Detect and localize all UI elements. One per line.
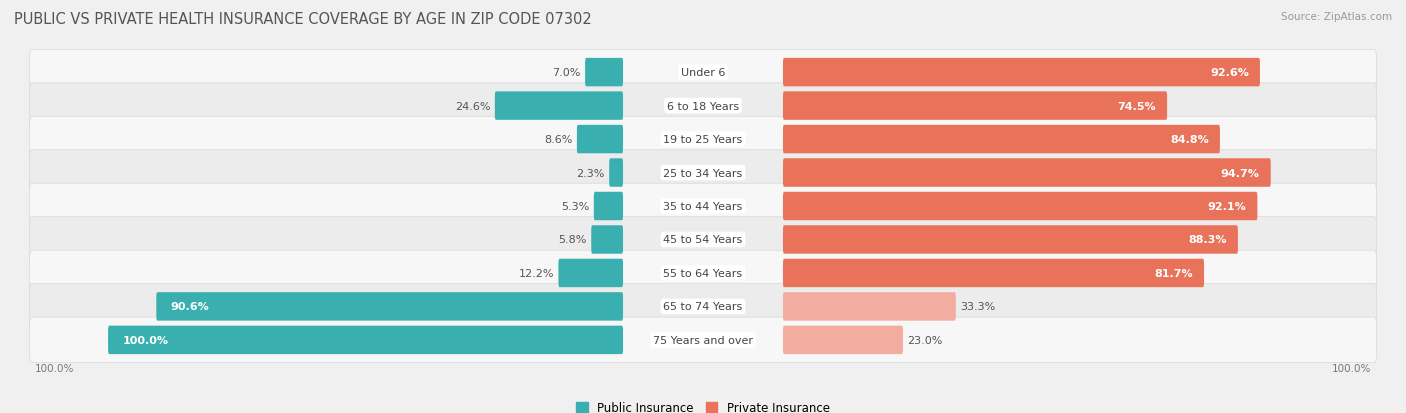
FancyBboxPatch shape: [30, 150, 1376, 196]
FancyBboxPatch shape: [30, 251, 1376, 296]
Text: 45 to 54 Years: 45 to 54 Years: [664, 235, 742, 245]
FancyBboxPatch shape: [783, 126, 1220, 154]
FancyBboxPatch shape: [30, 50, 1376, 96]
FancyBboxPatch shape: [585, 59, 623, 87]
Text: 65 to 74 Years: 65 to 74 Years: [664, 301, 742, 312]
Text: 6 to 18 Years: 6 to 18 Years: [666, 101, 740, 112]
FancyBboxPatch shape: [593, 192, 623, 221]
FancyBboxPatch shape: [30, 217, 1376, 263]
Legend: Public Insurance, Private Insurance: Public Insurance, Private Insurance: [576, 401, 830, 413]
Text: 35 to 44 Years: 35 to 44 Years: [664, 202, 742, 211]
FancyBboxPatch shape: [30, 184, 1376, 229]
Text: 23.0%: 23.0%: [907, 335, 943, 345]
Text: 25 to 34 Years: 25 to 34 Years: [664, 168, 742, 178]
Text: 33.3%: 33.3%: [960, 301, 995, 312]
FancyBboxPatch shape: [576, 126, 623, 154]
Text: 8.6%: 8.6%: [544, 135, 572, 145]
FancyBboxPatch shape: [30, 284, 1376, 330]
FancyBboxPatch shape: [783, 225, 1237, 254]
Text: 7.0%: 7.0%: [553, 68, 581, 78]
FancyBboxPatch shape: [783, 259, 1204, 287]
Text: PUBLIC VS PRIVATE HEALTH INSURANCE COVERAGE BY AGE IN ZIP CODE 07302: PUBLIC VS PRIVATE HEALTH INSURANCE COVER…: [14, 12, 592, 27]
Text: 88.3%: 88.3%: [1188, 235, 1227, 245]
FancyBboxPatch shape: [783, 159, 1271, 188]
FancyBboxPatch shape: [156, 292, 623, 321]
Text: Source: ZipAtlas.com: Source: ZipAtlas.com: [1281, 12, 1392, 22]
Text: 2.3%: 2.3%: [576, 168, 605, 178]
Text: 19 to 25 Years: 19 to 25 Years: [664, 135, 742, 145]
Text: 55 to 64 Years: 55 to 64 Years: [664, 268, 742, 278]
FancyBboxPatch shape: [783, 92, 1167, 121]
FancyBboxPatch shape: [783, 292, 956, 321]
Text: 92.6%: 92.6%: [1211, 68, 1249, 78]
FancyBboxPatch shape: [495, 92, 623, 121]
FancyBboxPatch shape: [30, 117, 1376, 162]
FancyBboxPatch shape: [30, 83, 1376, 129]
Text: 90.6%: 90.6%: [170, 301, 209, 312]
FancyBboxPatch shape: [783, 326, 903, 354]
FancyBboxPatch shape: [558, 259, 623, 287]
Text: 12.2%: 12.2%: [519, 268, 554, 278]
Text: 74.5%: 74.5%: [1118, 101, 1156, 112]
FancyBboxPatch shape: [783, 192, 1257, 221]
Text: 100.0%: 100.0%: [1331, 363, 1371, 373]
FancyBboxPatch shape: [609, 159, 623, 188]
Text: 24.6%: 24.6%: [456, 101, 491, 112]
FancyBboxPatch shape: [783, 59, 1260, 87]
Text: 5.8%: 5.8%: [558, 235, 586, 245]
FancyBboxPatch shape: [592, 225, 623, 254]
Text: Under 6: Under 6: [681, 68, 725, 78]
Text: 100.0%: 100.0%: [35, 363, 75, 373]
Text: 75 Years and over: 75 Years and over: [652, 335, 754, 345]
Text: 100.0%: 100.0%: [122, 335, 169, 345]
Text: 84.8%: 84.8%: [1170, 135, 1209, 145]
Text: 5.3%: 5.3%: [561, 202, 589, 211]
FancyBboxPatch shape: [108, 326, 623, 354]
Text: 92.1%: 92.1%: [1208, 202, 1246, 211]
FancyBboxPatch shape: [30, 317, 1376, 363]
Text: 94.7%: 94.7%: [1220, 168, 1260, 178]
Text: 81.7%: 81.7%: [1154, 268, 1192, 278]
